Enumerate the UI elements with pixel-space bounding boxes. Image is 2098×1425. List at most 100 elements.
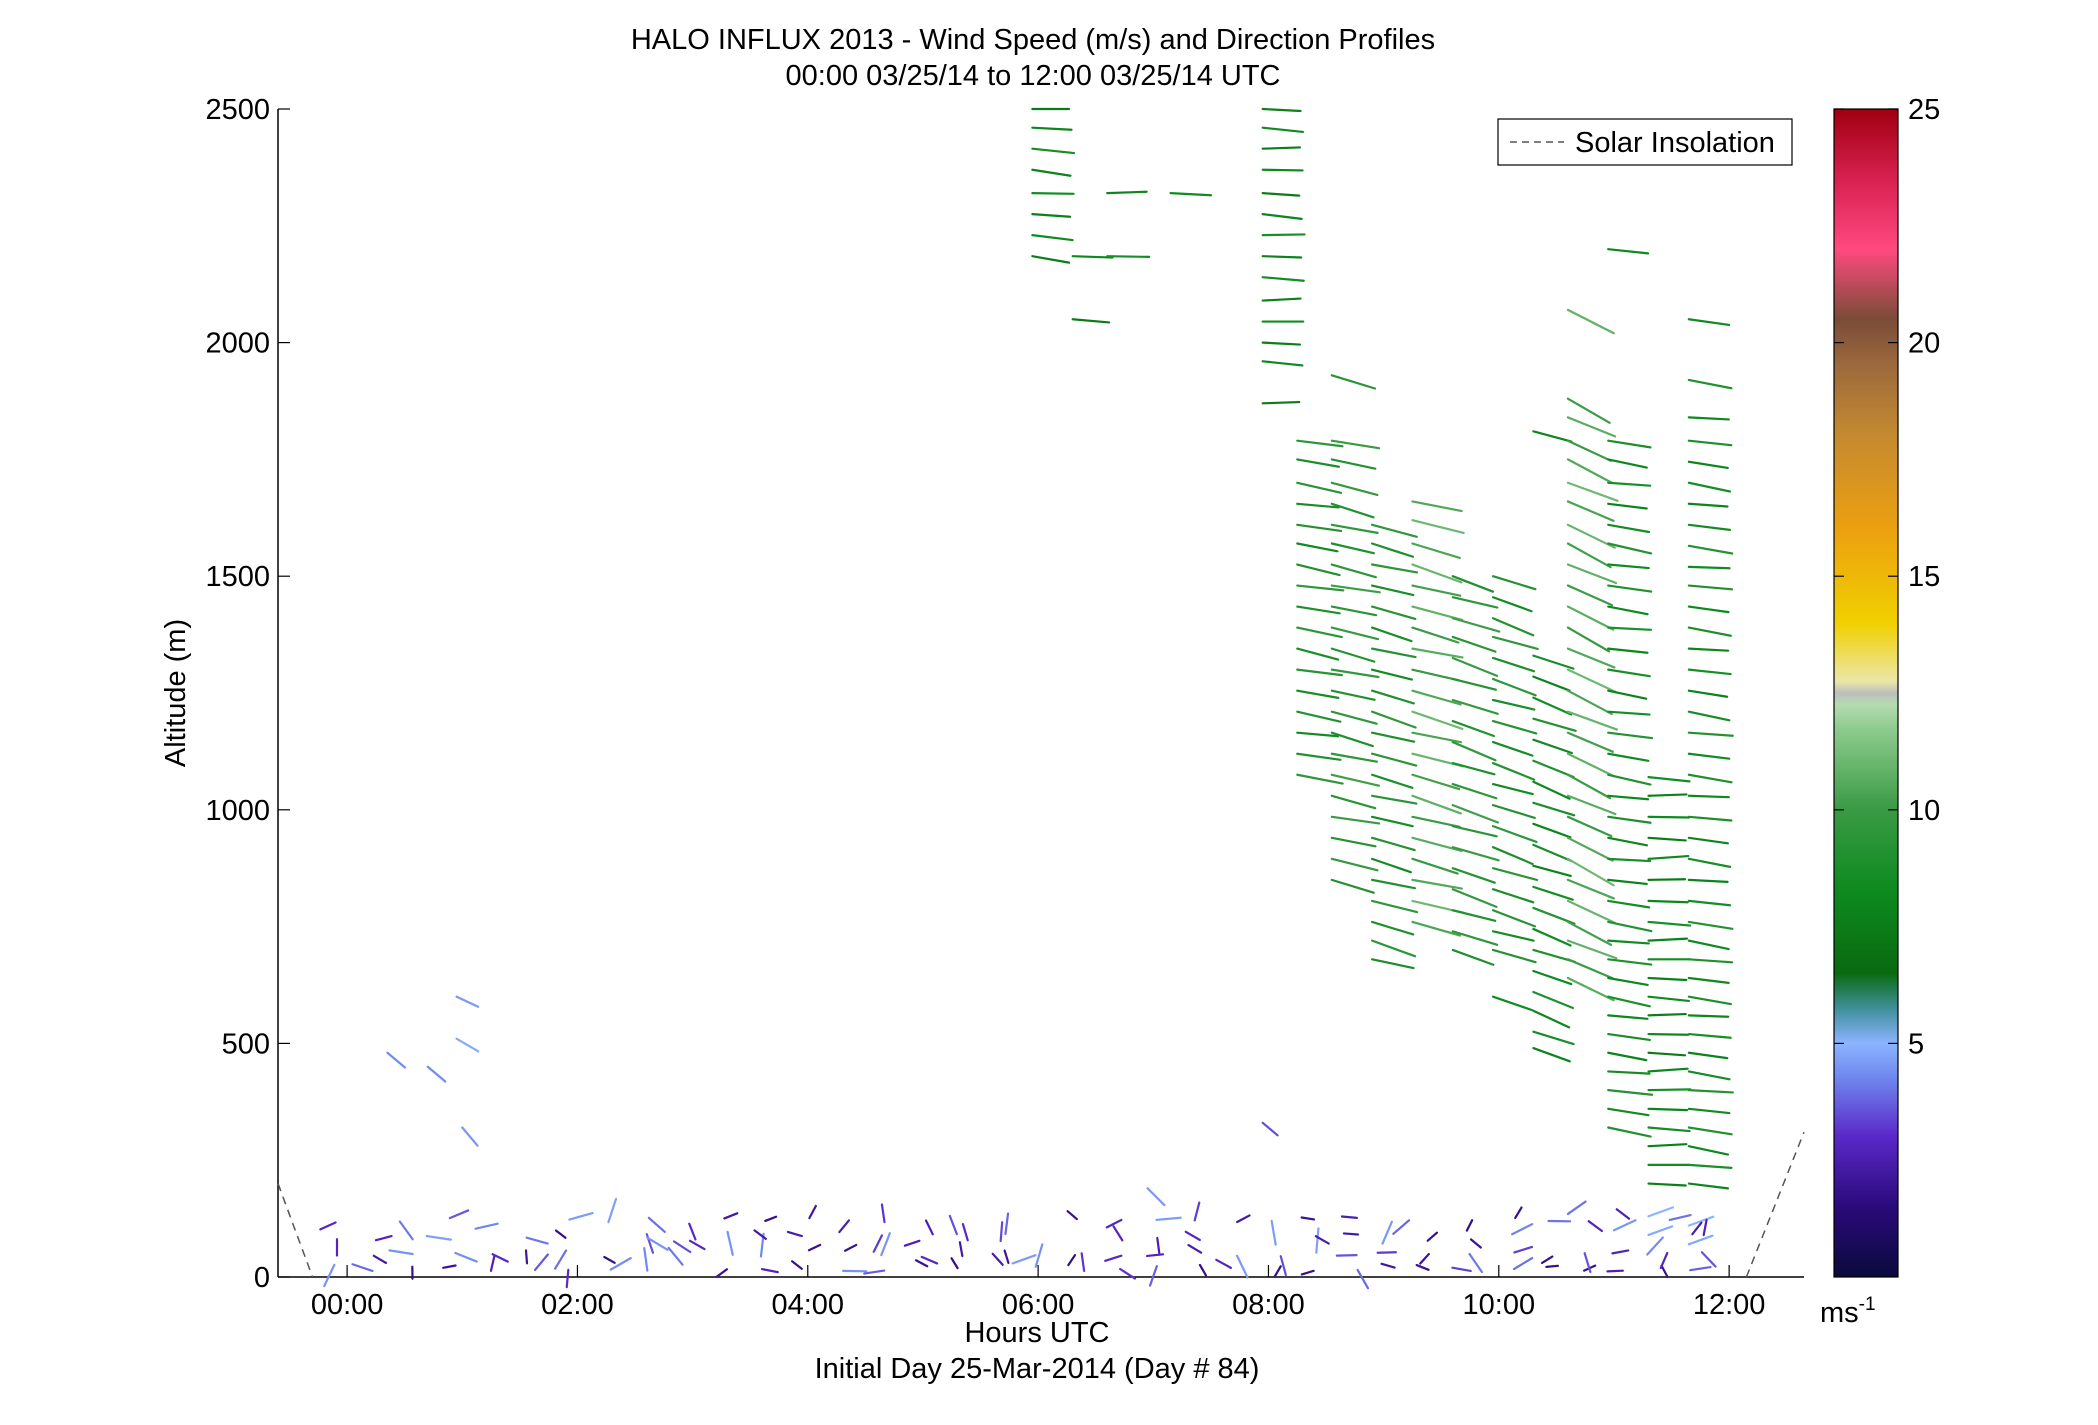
wind-vector [1566,416,1617,438]
wind-vector [1411,668,1460,682]
wind-vector [1371,584,1415,597]
wind-vector [991,1252,1004,1266]
wind-vector [1647,775,1691,783]
wind-vector [1566,668,1617,694]
wind-vector [1687,523,1732,531]
wind-vector [1031,168,1072,177]
wind-vector [1491,677,1537,697]
wind-vector [1647,995,1690,1003]
wind-vector [1198,1263,1208,1277]
wind-vector [1532,927,1572,947]
wind-vector [1687,1089,1734,1094]
wind-vector [1411,815,1461,828]
solar-insolation-line [1745,1131,1805,1278]
wind-vector [1647,836,1687,842]
wind-vector [1419,1252,1430,1265]
wind-vector [1296,752,1342,761]
wind-vector [914,1259,929,1268]
legend-label: Solar Insolation [1575,127,1775,159]
wind-vector [1330,752,1379,763]
wind-vector [1659,1251,1669,1270]
y-tick-label: 2000 [205,328,270,360]
wind-vector [603,1255,616,1264]
wind-vector [1371,605,1417,621]
wind-vector [1532,1030,1575,1046]
wind-vector [1647,937,1689,942]
wind-vector [1491,698,1536,711]
wind-vector [1607,248,1650,255]
wind-vector [1371,668,1413,681]
wind-vector [1411,647,1464,659]
wind-vector [1003,1249,1010,1265]
wind-vector [999,1221,1004,1243]
wind-vector [1687,857,1732,868]
wind-vector [1330,668,1380,679]
wind-vector [461,1126,479,1147]
wind-vector [1371,563,1419,574]
wind-vector [319,1221,337,1231]
wind-vector [1691,1221,1703,1236]
wind-vector [607,1197,618,1224]
wind-vector [1687,544,1734,555]
wind-vector [1532,717,1577,732]
wind-barbs [319,107,1734,1290]
wind-vector [1261,400,1301,405]
y-axis-ticks: 0 500 1000 1500 2000 2500 [205,94,290,1294]
y-tick-label: 1500 [205,561,270,593]
wind-vector [1607,773,1652,786]
wind-vector [1031,191,1075,195]
wind-vector [1607,542,1653,555]
wind-vector [1187,1243,1203,1254]
wind-vector [1687,647,1730,652]
wind-vector [1532,696,1573,716]
wind-vector [1330,794,1377,810]
wind-vector [1668,1213,1692,1222]
wind-vector [1371,689,1415,705]
wind-vector [1687,1051,1729,1060]
wind-vector [1451,825,1498,838]
wind-vector [1148,1265,1158,1287]
x-tick-label: 12:00 [1693,1289,1766,1321]
wind-vector [609,1257,632,1271]
wind-vector [1411,794,1462,815]
wind-vector [1156,1236,1161,1255]
wind-vector [1371,731,1416,743]
wind-vector [688,1222,697,1241]
wind-vector [1415,1263,1430,1271]
wind-vector [1300,1269,1315,1276]
wind-vector [1687,318,1731,327]
wind-vector [1034,1243,1044,1268]
wind-vector [920,1255,939,1265]
wind-vector [1532,801,1576,817]
wind-vector [374,1234,393,1242]
wind-vector [1451,596,1499,609]
wind-vector [961,1222,969,1242]
wind-vector [1451,740,1497,762]
wind-vector [1342,1232,1360,1236]
wind-vector [1607,731,1654,740]
wind-vector [1687,899,1732,907]
wind-vector [1270,1219,1277,1246]
wind-vector [1687,731,1734,737]
wind-vector [525,1236,549,1245]
wind-vector [760,1267,779,1274]
wind-vector [1330,878,1375,894]
wind-vector [1647,815,1691,819]
wind-vector [1411,542,1461,560]
wind-vector [948,1214,958,1236]
wind-vector [1491,909,1537,928]
wind-vector [790,1260,803,1270]
wind-vector [1687,1163,1733,1169]
solar-insolation-lines [277,1131,1805,1278]
wind-vector [1261,146,1301,150]
colorbar-tick-label: 15 [1908,561,1940,593]
wind-vector [807,1243,822,1252]
wind-vector [1411,563,1463,584]
wind-vector [1607,1107,1650,1117]
wind-vector [1314,1235,1330,1245]
wind-vector [1532,822,1572,839]
wind-vector [1607,481,1652,487]
wind-vector [1566,794,1617,816]
wind-vector [1687,920,1734,930]
wind-vector [1687,1014,1730,1018]
